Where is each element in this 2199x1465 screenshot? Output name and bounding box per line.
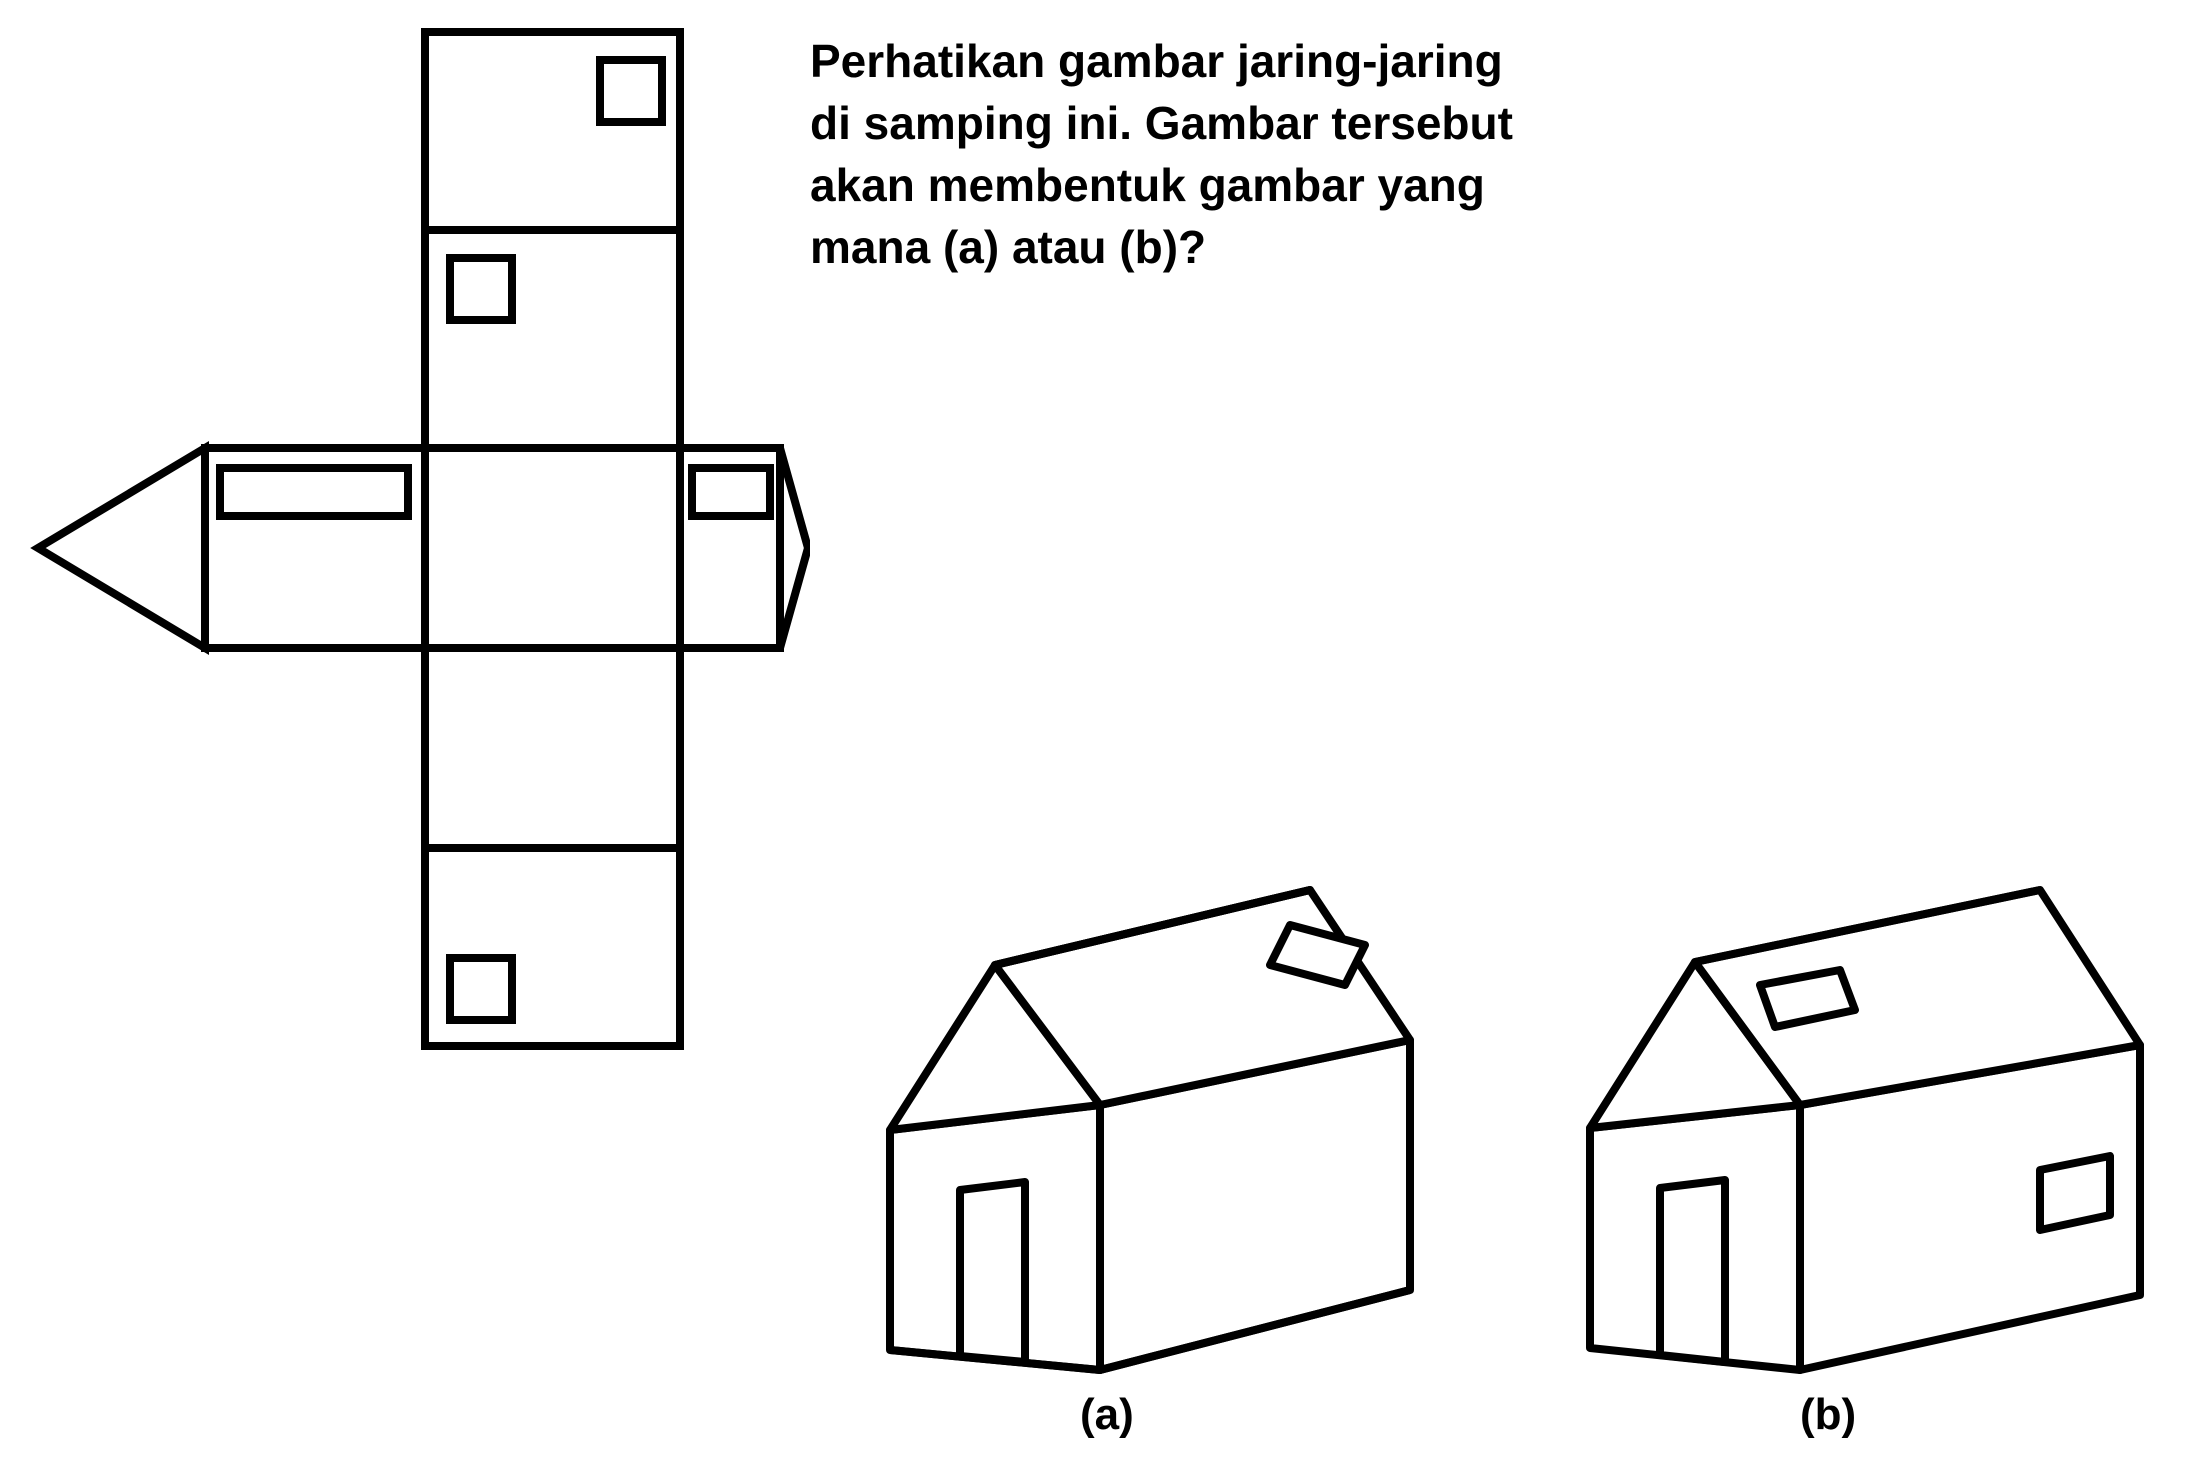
house-a	[850, 870, 1470, 1395]
question-line4: mana (a) atau (b)?	[810, 221, 1206, 273]
net-window-top	[600, 60, 662, 122]
question-line2: di samping ini. Gambar tersebut	[810, 97, 1513, 149]
page: Perhatikan gambar jaring-jaring di sampi…	[0, 0, 2199, 1465]
house-b-icon	[1550, 870, 2190, 1390]
house-b	[1550, 870, 2190, 1395]
net-icon	[20, 20, 810, 1060]
caption-b: (b)	[1800, 1390, 1856, 1440]
net-final	[20, 20, 810, 1065]
question-line3: akan membentuk gambar yang	[810, 159, 1485, 211]
question-line1: Perhatikan gambar jaring-jaring	[810, 35, 1503, 87]
question-text: Perhatikan gambar jaring-jaring di sampi…	[810, 30, 1513, 278]
net-door-left	[220, 468, 408, 516]
net-window-second	[450, 258, 512, 320]
caption-a: (a)	[1080, 1390, 1134, 1440]
house-a-icon	[850, 870, 1470, 1390]
net-window-bottom	[450, 958, 512, 1020]
net-door-right	[692, 468, 770, 516]
